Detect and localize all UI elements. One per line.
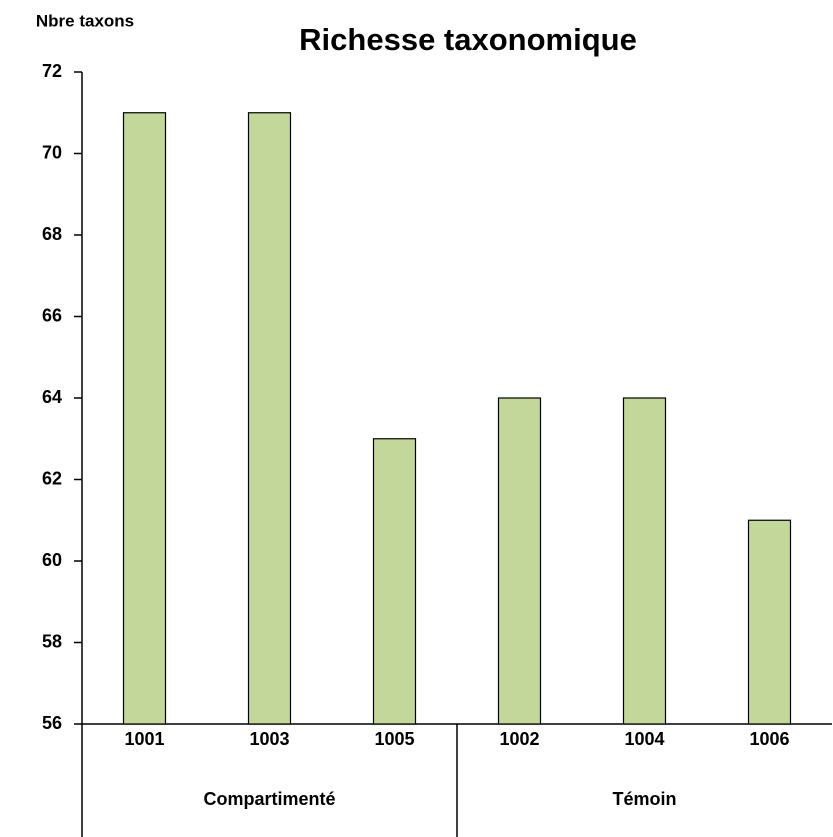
y-tick-label: 56 bbox=[42, 713, 62, 733]
y-tick-label: 64 bbox=[42, 387, 62, 407]
y-tick-label: 62 bbox=[42, 468, 62, 488]
y-tick-label: 68 bbox=[42, 224, 62, 244]
chart-title: Richesse taxonomique bbox=[299, 22, 637, 57]
x-tick-label: 1005 bbox=[374, 729, 414, 749]
group-label: Compartimenté bbox=[203, 789, 335, 809]
bar bbox=[247, 112, 292, 725]
bar bbox=[747, 519, 792, 725]
x-tick-label: 1006 bbox=[749, 729, 789, 749]
x-tick-label: 1003 bbox=[249, 729, 289, 749]
x-tick-label: 1004 bbox=[624, 729, 664, 749]
bar bbox=[622, 397, 667, 725]
y-tick-label: 66 bbox=[42, 305, 62, 325]
y-tick-label: 60 bbox=[42, 550, 62, 570]
bar bbox=[122, 112, 167, 725]
bar bbox=[497, 397, 542, 725]
bar bbox=[372, 438, 417, 725]
y-tick-label: 72 bbox=[42, 61, 62, 81]
y-tick-label: 70 bbox=[42, 142, 62, 162]
x-tick-label: 1002 bbox=[499, 729, 539, 749]
y-tick-label: 58 bbox=[42, 631, 62, 651]
x-tick-label: 1001 bbox=[124, 729, 164, 749]
group-label: Témoin bbox=[612, 789, 676, 809]
y-axis-label: Nbre taxons bbox=[36, 11, 134, 30]
